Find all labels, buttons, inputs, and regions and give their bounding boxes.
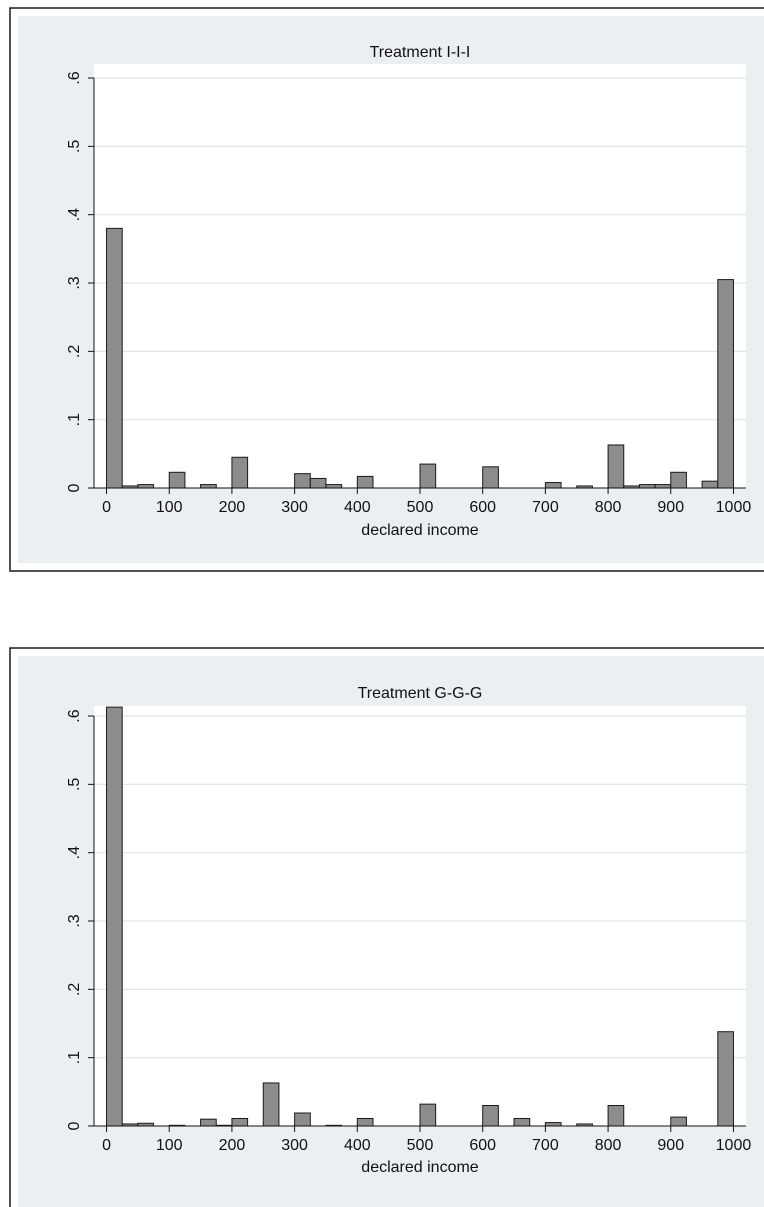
histogram-bar — [262, 1082, 280, 1127]
y-tick-label: .1 — [66, 413, 83, 426]
x-tick-label: 300 — [281, 1137, 308, 1154]
y-tick-group: 0 .1 .2 .3 .4 .5 .6 — [66, 709, 94, 1130]
bars — [106, 227, 734, 489]
y-tick-label: .5 — [66, 778, 83, 791]
y-tick-label: .4 — [66, 208, 83, 221]
histogram-bar — [670, 1116, 687, 1127]
histogram-bar — [231, 456, 249, 489]
bars — [106, 706, 734, 1127]
histogram-bar — [544, 1122, 562, 1127]
histogram-bar — [200, 484, 217, 489]
gridlines — [94, 715, 746, 1059]
x-tick-label: 900 — [657, 1137, 684, 1154]
histogram-bar — [654, 484, 672, 489]
histogram-bar — [482, 466, 499, 489]
histogram-bar — [325, 484, 343, 489]
histogram-bar — [356, 1117, 374, 1127]
y-tick-label: 0 — [66, 1121, 83, 1130]
histogram-bar — [607, 1105, 625, 1127]
x-tick-group: 0 100 200 300 400 500 600 700 800 900 1000 — [102, 1126, 751, 1154]
x-tick-label: 500 — [407, 1137, 434, 1154]
y-tick-label: .2 — [66, 983, 83, 996]
histogram-bar — [717, 1031, 734, 1127]
histogram-panel-top: Treatment I-I-I 0 .1 .2 .3 .4 .5 .6 0 100 200 300… — [9, 7, 764, 572]
x-tick-label: 0 — [102, 499, 111, 516]
x-tick-label: 300 — [281, 499, 308, 516]
y-tick-label: .4 — [66, 846, 83, 859]
histogram-bar — [544, 482, 562, 489]
plot-area — [94, 64, 746, 488]
x-tick-label: 900 — [657, 499, 684, 516]
chart-title: Treatment I-I-I — [370, 44, 471, 61]
y-tick-group: 0 .1 .2 .3 .4 .5 .6 — [66, 71, 94, 492]
histogram-bar — [200, 1118, 217, 1127]
x-tick-label: 200 — [219, 1137, 246, 1154]
x-tick-label: 500 — [407, 499, 434, 516]
y-tick-label: .5 — [66, 140, 83, 153]
y-tick-label: .1 — [66, 1051, 83, 1064]
histogram-bar — [309, 477, 327, 489]
histogram-bar — [513, 1117, 531, 1127]
histogram-bar — [356, 475, 374, 489]
histogram-bar — [168, 471, 186, 489]
histogram-bar — [717, 279, 734, 489]
y-tick-label: .3 — [66, 914, 83, 927]
x-tick-label: 1000 — [716, 1137, 752, 1154]
histogram-bar — [607, 444, 625, 489]
x-tick-label: 100 — [156, 499, 183, 516]
x-tick-label: 0 — [102, 1137, 111, 1154]
histogram-bar — [419, 463, 437, 489]
histogram-bar — [106, 706, 123, 1127]
x-tick-label: 800 — [595, 1137, 622, 1154]
x-tick-label: 800 — [595, 499, 622, 516]
histogram-bar — [670, 471, 687, 489]
x-axis-label: declared income — [361, 1159, 479, 1176]
histogram-bar — [638, 484, 656, 489]
y-tick-label: 0 — [66, 483, 83, 492]
y-tick-label: .3 — [66, 276, 83, 289]
x-tick-label: 200 — [219, 499, 246, 516]
x-tick-label: 600 — [469, 1137, 496, 1154]
plot-area — [94, 706, 746, 1126]
x-tick-label: 1000 — [716, 499, 752, 516]
histogram-bar — [137, 484, 155, 489]
x-tick-label: 400 — [344, 499, 371, 516]
x-tick-label: 700 — [532, 499, 559, 516]
x-tick-label: 100 — [156, 1137, 183, 1154]
y-tick-label: .6 — [66, 709, 83, 722]
gridlines — [94, 77, 746, 421]
chart-title: Treatment G-G-G — [358, 685, 483, 702]
y-tick-label: .6 — [66, 71, 83, 84]
x-tick-label: 600 — [469, 499, 496, 516]
histogram-panel-bottom: Treatment G-G-G 0 .1 .2 .3 .4 .5 .6 0 100 200 300… — [9, 647, 764, 1207]
histogram-bar — [231, 1117, 249, 1127]
x-tick-label: 400 — [344, 1137, 371, 1154]
histogram-bar — [419, 1103, 437, 1127]
histogram-bar — [701, 480, 719, 489]
histogram-bar — [482, 1105, 499, 1127]
x-axis-label: declared income — [361, 522, 479, 539]
x-tick-label: 700 — [532, 1137, 559, 1154]
y-tick-label: .2 — [66, 345, 83, 358]
histogram-bar — [294, 1112, 311, 1127]
histogram-bar — [106, 227, 123, 489]
histogram-bar — [294, 473, 311, 489]
x-tick-group: 0 100 200 300 400 500 600 700 800 900 1000 — [102, 488, 751, 516]
